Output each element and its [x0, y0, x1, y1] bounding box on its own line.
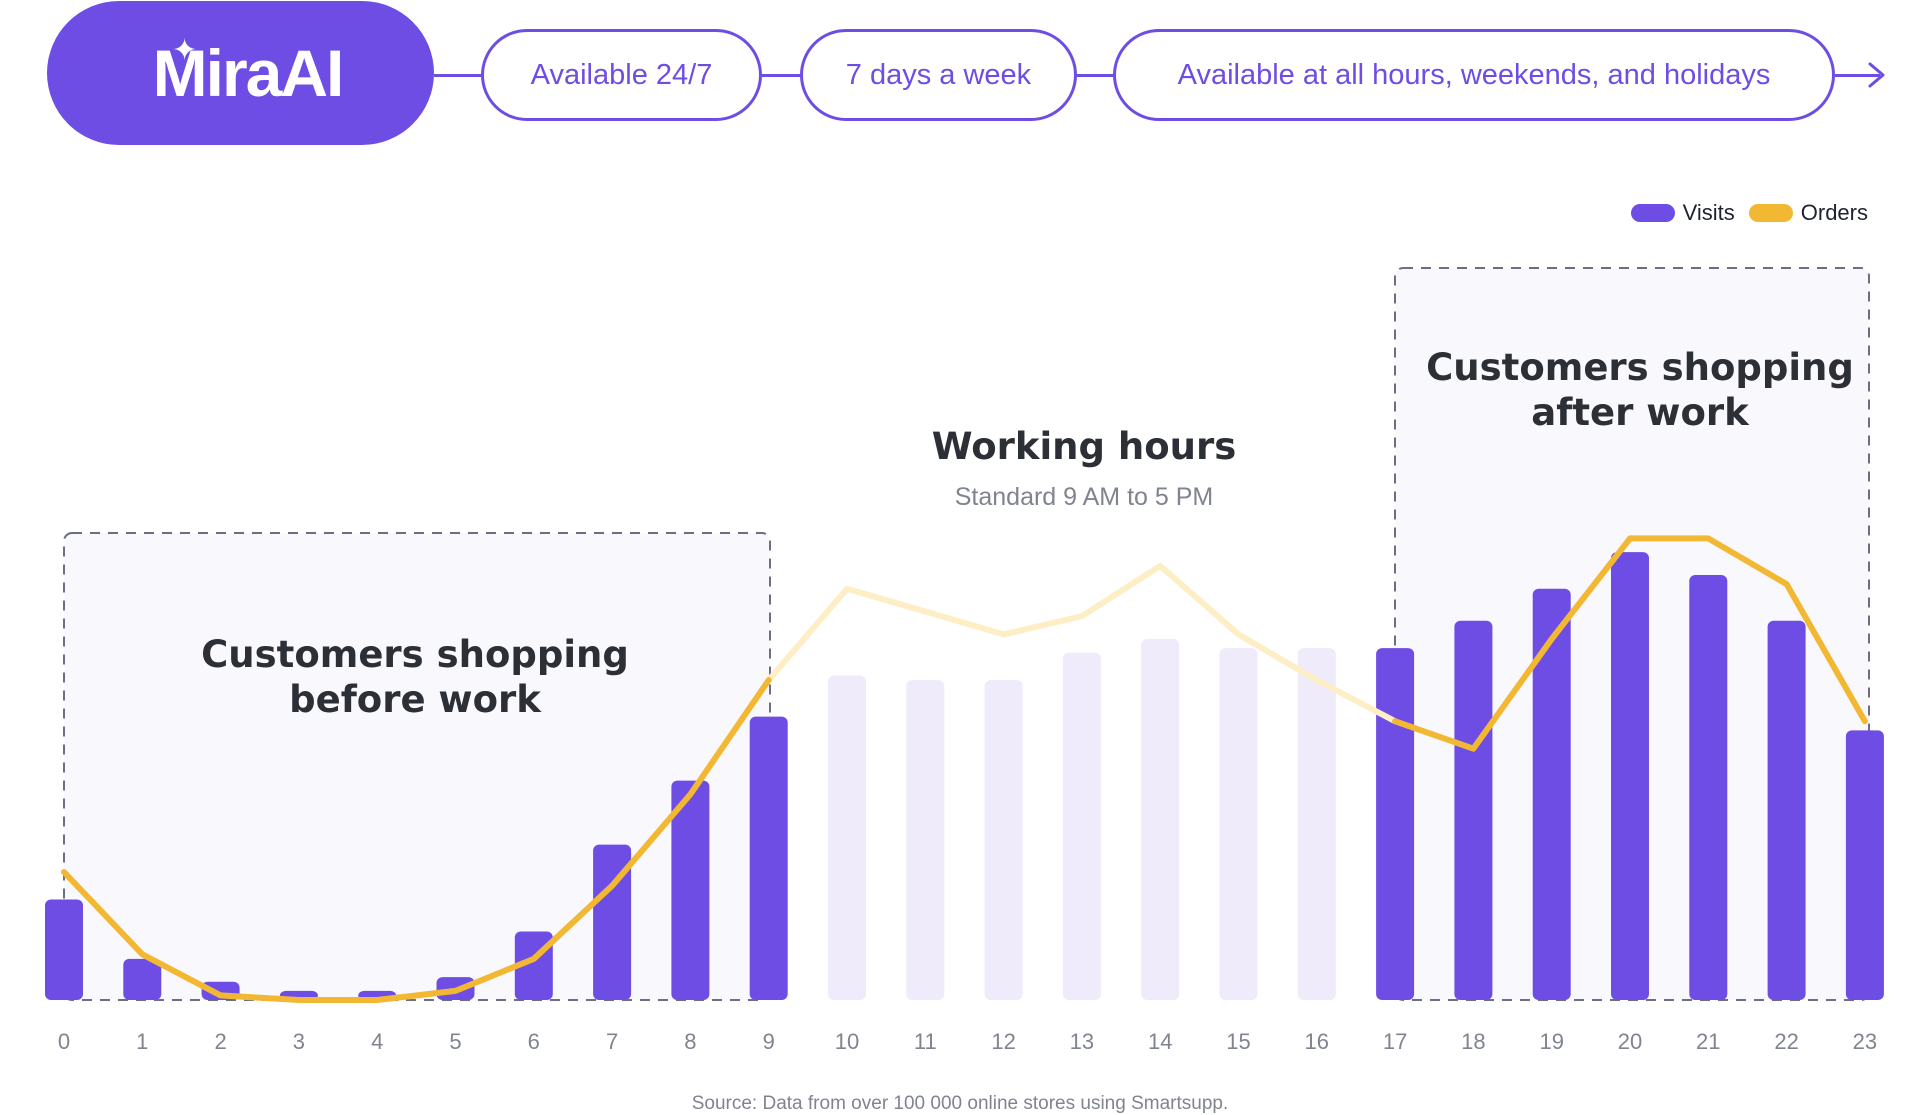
x-tick-label-5: 5: [449, 1029, 461, 1054]
x-tick-label-11: 11: [914, 1029, 937, 1054]
x-tick-label-12: 12: [991, 1029, 1015, 1054]
x-tick-label-3: 3: [293, 1029, 305, 1054]
x-tick-label-0: 0: [58, 1029, 70, 1054]
x-tick-label-18: 18: [1461, 1029, 1485, 1054]
visits-bar-hour-1: [123, 959, 161, 1000]
x-tick-label-22: 22: [1774, 1029, 1798, 1054]
visits-bar-hour-18: [1454, 621, 1492, 1000]
visits-bar-hour-22: [1768, 621, 1806, 1000]
annotation-working-hours-title: Working hours: [932, 425, 1237, 468]
visits-bar-hour-20: [1611, 552, 1649, 1000]
x-tick-label-17: 17: [1383, 1029, 1407, 1054]
x-tick-label-10: 10: [835, 1029, 859, 1054]
visits-bar-hour-13: [1063, 653, 1101, 1000]
x-tick-label-15: 15: [1226, 1029, 1250, 1054]
visits-bar-hour-9: [750, 717, 788, 1000]
x-tick-label-6: 6: [528, 1029, 540, 1054]
annotation-before-work-line1: Customers shopping: [201, 633, 629, 676]
annotation-before-work-line2: before work: [289, 678, 542, 721]
x-tick-label-4: 4: [371, 1029, 383, 1054]
x-tick-label-16: 16: [1305, 1029, 1329, 1054]
x-tick-label-19: 19: [1539, 1029, 1563, 1054]
annotation-working-hours-subtitle: Standard 9 AM to 5 PM: [955, 483, 1213, 511]
visits-bar-hour-11: [906, 680, 944, 1000]
x-tick-label-9: 9: [763, 1029, 775, 1054]
x-tick-label-13: 13: [1070, 1029, 1094, 1054]
visits-bar-hour-10: [828, 676, 866, 1000]
visits-bar-hour-14: [1141, 639, 1179, 1000]
x-tick-label-21: 21: [1696, 1029, 1720, 1054]
visits-bar-hour-15: [1220, 648, 1258, 1000]
source-note: Source: Data from over 100 000 online st…: [0, 1093, 1920, 1115]
x-tick-label-1: 1: [136, 1029, 148, 1054]
visits-bar-hour-12: [985, 680, 1023, 1000]
x-tick-label-20: 20: [1618, 1029, 1642, 1054]
x-tick-label-14: 14: [1148, 1029, 1172, 1054]
annotation-after-work-line1: Customers shopping: [1426, 346, 1854, 389]
x-tick-label-7: 7: [606, 1029, 618, 1054]
visits-bar-hour-21: [1689, 575, 1727, 1000]
visits-bar-hour-0: [45, 899, 83, 1000]
visits-bar-hour-23: [1846, 730, 1884, 1000]
annotation-box-before-work: [64, 533, 770, 1000]
x-tick-label-8: 8: [684, 1029, 696, 1054]
visits-bar-hour-16: [1298, 648, 1336, 1000]
visits-bar-hour-17: [1376, 648, 1414, 1000]
x-tick-label-23: 23: [1853, 1029, 1877, 1054]
visits-bar-hour-19: [1533, 589, 1571, 1000]
x-tick-label-2: 2: [214, 1029, 226, 1054]
annotation-after-work-line2: after work: [1531, 391, 1750, 434]
